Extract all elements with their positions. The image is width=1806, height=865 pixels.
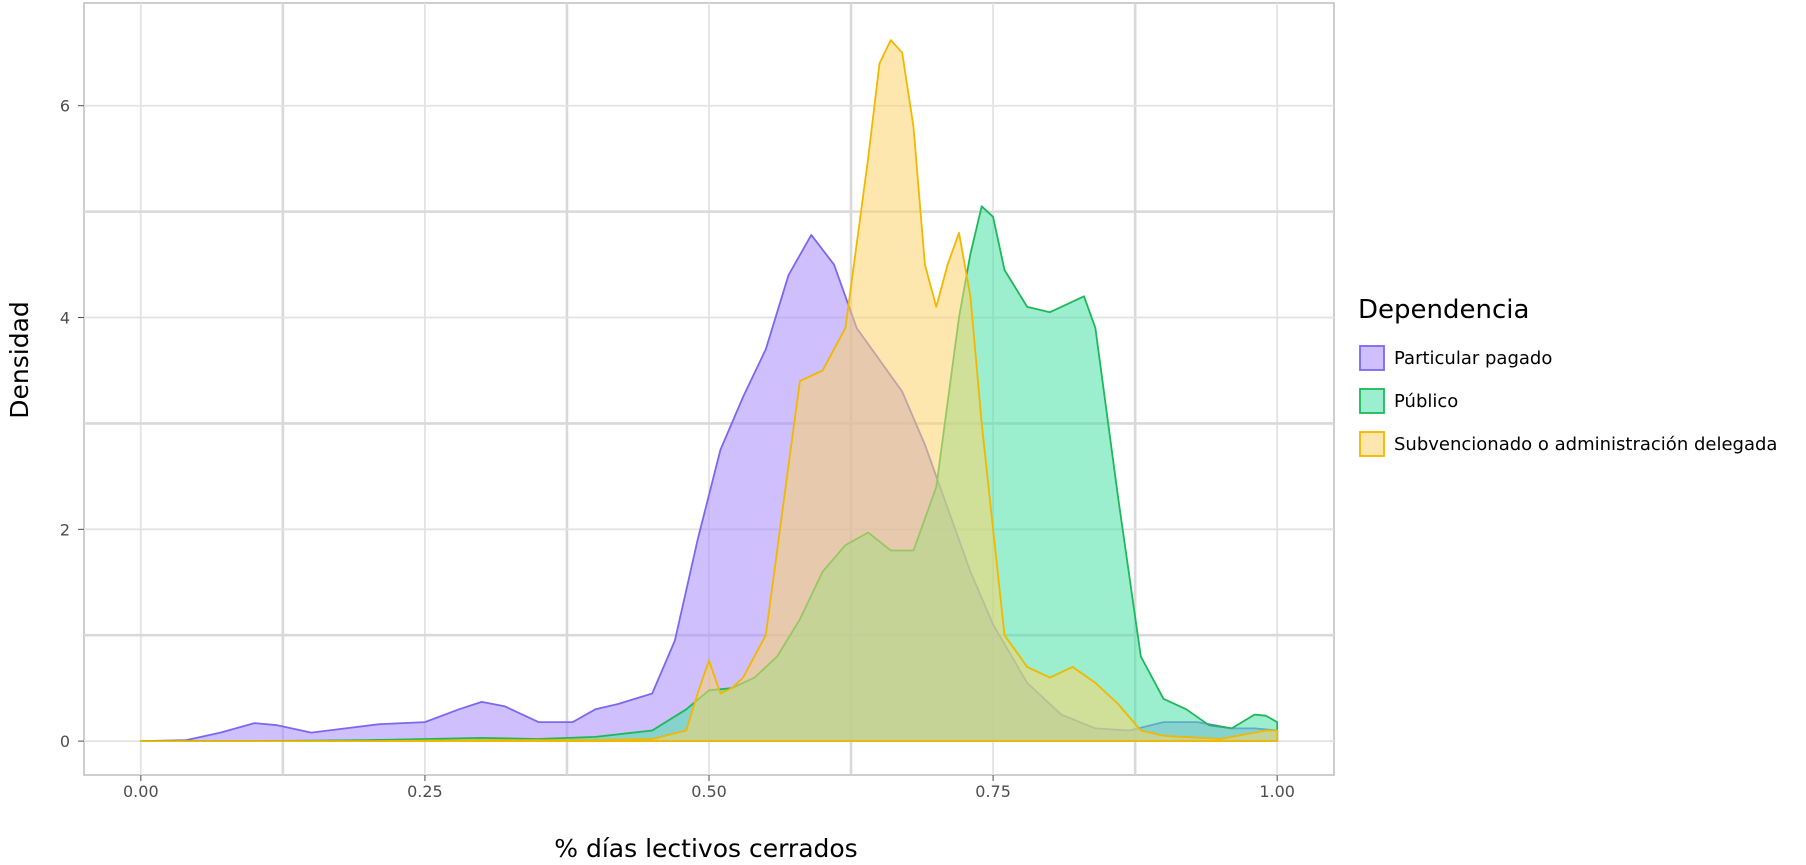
legend-label: Subvencionado o administración delegada	[1394, 434, 1777, 455]
y-tick-label: 2	[60, 520, 70, 539]
x-tick-label: 0.25	[407, 782, 443, 801]
legend-label: Público	[1394, 391, 1458, 412]
density-areas	[139, 39, 1279, 742]
density-area-series-3	[139, 39, 1279, 742]
y-axis-title: Densidad	[5, 301, 34, 419]
legend-swatch	[1359, 431, 1385, 457]
legend-swatch	[1359, 388, 1385, 414]
legend-items: Particular pagado Público Subvencionado o …	[1359, 345, 1777, 457]
x-axis-ticks: 0.00 0.25 0.50 0.75 1.00	[123, 775, 1295, 801]
x-tick-label: 0.50	[691, 782, 727, 801]
x-tick-label: 0.00	[123, 782, 159, 801]
legend-label: Particular pagado	[1394, 348, 1552, 369]
legend-title: Dependencia	[1358, 295, 1529, 325]
y-tick-label: 0	[60, 732, 70, 751]
y-tick-label: 4	[60, 309, 70, 328]
x-tick-label: 1.00	[1259, 782, 1295, 801]
y-tick-label: 6	[60, 97, 70, 116]
x-axis-title: % días lectivos cerrados	[554, 834, 857, 863]
legend: Dependencia Particular pagado Público Subv…	[1358, 295, 1777, 457]
x-tick-label: 0.75	[975, 782, 1011, 801]
legend-swatch	[1359, 345, 1385, 371]
y-axis-ticks: 0 2 4 6	[60, 97, 84, 751]
